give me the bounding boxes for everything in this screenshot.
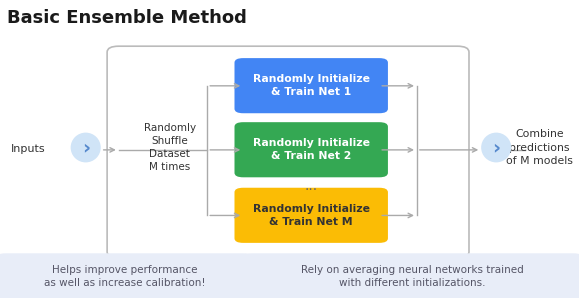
- Text: Inputs: Inputs: [10, 144, 45, 154]
- Text: Randomly Initialize
& Train Net M: Randomly Initialize & Train Net M: [252, 204, 370, 227]
- Text: Randomly Initialize
& Train Net 2: Randomly Initialize & Train Net 2: [252, 138, 370, 161]
- FancyBboxPatch shape: [107, 46, 469, 258]
- Text: Helps improve performance
as well as increase calibration!: Helps improve performance as well as inc…: [43, 265, 206, 288]
- Text: ›: ›: [492, 138, 500, 157]
- Ellipse shape: [71, 133, 101, 162]
- Text: ...: ...: [305, 179, 317, 193]
- FancyBboxPatch shape: [240, 253, 579, 298]
- Text: Basic Ensemble Method: Basic Ensemble Method: [7, 9, 247, 27]
- Ellipse shape: [481, 133, 511, 162]
- FancyBboxPatch shape: [234, 188, 388, 243]
- FancyBboxPatch shape: [0, 253, 255, 298]
- Text: Combine
predictions
of M models: Combine predictions of M models: [506, 129, 573, 166]
- Text: Randomly
Shuffle
Dataset
M times: Randomly Shuffle Dataset M times: [144, 123, 196, 172]
- Text: ›: ›: [82, 138, 90, 157]
- Text: Rely on averaging neural networks trained
with different initializations.: Rely on averaging neural networks traine…: [301, 265, 524, 288]
- FancyBboxPatch shape: [234, 58, 388, 113]
- FancyBboxPatch shape: [234, 122, 388, 177]
- Text: Randomly Initialize
& Train Net 1: Randomly Initialize & Train Net 1: [252, 74, 370, 97]
